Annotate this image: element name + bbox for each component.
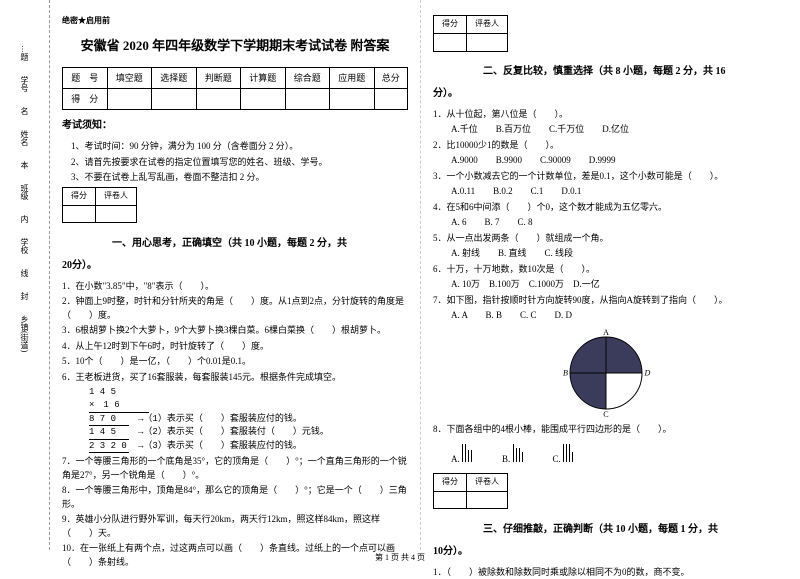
gutter-label: 班级 <box>19 184 30 200</box>
question: 3．6根胡萝卜换2个大萝卜，9个大萝卜换3棵白菜。6棵白菜换（ ）根胡萝卜。 <box>62 324 408 338</box>
grader-label: 评卷人 <box>467 473 508 491</box>
pie-label-a: A <box>603 328 609 337</box>
question: 6．王老板进货，买了16套服装，每套服装145元。根据条件完成填空。 <box>62 371 408 385</box>
gutter-label: 乡镇(街道) <box>19 315 30 352</box>
question: 4．从上午12时到下午6时，时针旋转了（ ）度。 <box>62 340 408 354</box>
notice-item: 2、请首先按要求在试卷的指定位置填写您的姓名、班级、学号。 <box>62 156 408 170</box>
right-column: 得分评卷人 二、反复比较，慎重选择（共 8 小题，每题 2 分，共 16 分）。… <box>421 0 791 550</box>
grader-label: 评卷人 <box>467 16 508 34</box>
exam-title: 安徽省 2020 年四年级数学下学期期末考试试卷 附答案 <box>62 36 408 57</box>
pie-label-b: B <box>563 369 568 378</box>
pie-label-c: C <box>603 410 608 418</box>
options: A. A B. B C. C D. D <box>451 309 779 323</box>
calc-note: →（1）表示买（ ）套服装应付的钱。 <box>138 414 302 424</box>
options: A.0.11 B.0.2 C.1 D.0.1 <box>451 185 779 199</box>
th: 综合题 <box>285 67 330 88</box>
calc-row: 8 7 0 <box>89 413 129 427</box>
question: 1．从十位起，第八位是（ ）。 <box>433 108 779 122</box>
calc-row: × 1 6 <box>89 399 408 412</box>
gutter-label: 学校 <box>19 238 30 254</box>
question: 6．十万，十万地数，数10次是（ ）。 <box>433 263 779 277</box>
th: 应用题 <box>330 67 375 88</box>
question: 3．一个小数减去它的一个计数单位，差是0.1，这个小数可能是（ ）。 <box>433 170 779 184</box>
score-label: 得分 <box>434 16 467 34</box>
gutter-label: 姓名 <box>19 130 30 146</box>
question: 5．从一点出发两条（ ）就组成一个角。 <box>433 232 779 246</box>
table-row: 得 分 <box>63 88 408 109</box>
opt-label: A. <box>451 454 460 464</box>
options: A.千位 B.百万位 C.千万位 D.亿位 <box>451 123 779 137</box>
secret-label: 绝密★启用前 <box>62 15 408 28</box>
question: 1．在小数"3.85"中，"8"表示（ ）。 <box>62 280 408 294</box>
question: 7．一个等腰三角形的一个底角是35°，它的顶角是（ ）°；一个直角三角形的一个锐… <box>62 455 408 482</box>
question: 7．如下图，指针按顺时针方向旋转90度，从指向A旋转到了指向（ ）。 <box>433 294 779 308</box>
gutter-label: 学号 <box>19 76 30 92</box>
section3-title: 三、仔细推敲，正确判断（共 10 小题，每题 1 分，共 <box>483 522 779 538</box>
question: 5．10个（ ）是一亿，（ ）个0.01是0.1。 <box>62 355 408 369</box>
notice-item: 3、不要在试卷上乱写乱画，卷面不整洁扣 2 分。 <box>62 171 408 185</box>
calc-note: →（2）表示买（ ）套服装付（ ）元钱。 <box>138 427 329 437</box>
question: 1．（ ）被除数和除数同时乘或除以相同不为0的数，商不变。 <box>433 566 779 579</box>
gutter-note: 本 <box>19 161 30 169</box>
sticks-icon <box>462 442 472 462</box>
question: 2．钟面上9时整，时针和分针所夹的角是（ ）度。从1点到2点，分针旋转的角度是（… <box>62 295 408 322</box>
calculation-block: 1 4 5 × 1 6 8 7 0 →（1）表示买（ ）套服装应付的钱。 1 4… <box>89 386 408 453</box>
pie-chart-icon: A B C D <box>561 328 651 418</box>
calc-row: 1 4 5 <box>89 426 129 440</box>
th: 填空题 <box>107 67 152 88</box>
pie-label-d: D <box>643 369 650 378</box>
options: A. 6 B. 7 C. 8 <box>451 216 779 230</box>
grader-label: 评卷人 <box>96 187 137 205</box>
question: 8．下面各组中的4根小棒，能围成平行四边形的是（ ）。 <box>433 423 779 437</box>
gutter-label: …题 <box>19 45 30 61</box>
gutter-note: 线 <box>19 269 30 277</box>
question: 8．一个等腰三角形中，顶角是84°，那么它的顶角是（ ）°；它是一个（ ）三角形… <box>62 484 408 511</box>
table-row: 题 号 填空题 选择题 判断题 计算题 综合题 应用题 总分 <box>63 67 408 88</box>
section2-title: 二、反复比较，慎重选择（共 8 小题，每题 2 分，共 16 <box>483 64 779 80</box>
score-entry-box: 得分评卷人 <box>433 473 508 510</box>
th: 判断题 <box>196 67 241 88</box>
gutter-note: 内 <box>19 215 30 223</box>
notice-item: 1、考试时间：90 分钟，满分为 100 分（含卷面分 2 分）。 <box>62 140 408 154</box>
score-table: 题 号 填空题 选择题 判断题 计算题 综合题 应用题 总分 得 分 <box>62 67 408 111</box>
score-entry-box: 得分评卷人 <box>433 15 508 52</box>
options: A. 10万 B.100万 C.1000万 D.一亿 <box>451 278 779 292</box>
section2-title2: 分）。 <box>433 86 779 102</box>
stick-options: A. B. C. <box>451 442 779 466</box>
options: A. 射线 B. 直线 C. 线段 <box>451 247 779 261</box>
section1-title2: 20分）。 <box>62 258 408 274</box>
score-label: 得分 <box>434 473 467 491</box>
page-footer: 第 1 页 共 4 页 <box>0 552 800 563</box>
calc-row: 1 4 5 <box>89 386 408 399</box>
gutter-note: 名 <box>19 107 30 115</box>
score-entry-box: 得分评卷人 <box>62 187 137 224</box>
th: 选择题 <box>152 67 197 88</box>
gutter-note: 封 <box>19 292 30 300</box>
th: 题 号 <box>63 67 108 88</box>
binding-gutter: …题 学号 名 姓名 本 班级 内 学校 线 封 乡镇(街道) <box>0 0 50 550</box>
question: 4．在5和6中间添（ ）个0，这个数才能成为五亿零六。 <box>433 201 779 215</box>
sticks-icon <box>513 442 523 462</box>
opt-label: C. <box>553 454 561 464</box>
th: 计算题 <box>241 67 286 88</box>
options: A.9000 B.9900 C.90009 D.9999 <box>451 154 779 168</box>
sticks-icon <box>563 442 573 462</box>
calc-note: →（3）表示买（ ）套服装应付的钱。 <box>138 441 302 451</box>
th: 总分 <box>374 67 408 88</box>
question: 2．比10000少1的数是（ ）。 <box>433 139 779 153</box>
score-label: 得分 <box>63 187 96 205</box>
section1-title: 一、用心思考，正确填空（共 10 小题，每题 2 分，共 <box>112 236 408 252</box>
notice-title: 考试须知： <box>62 118 408 134</box>
td: 得 分 <box>63 88 108 109</box>
left-column: 绝密★启用前 安徽省 2020 年四年级数学下学期期末考试试卷 附答案 题 号 … <box>50 0 420 550</box>
question: 9．英雄小分队进行野外军训，每天行20km，两天行12km，照这样84km，照这… <box>62 513 408 540</box>
opt-label: B. <box>502 454 510 464</box>
calc-row: 2 3 2 0 <box>89 440 129 454</box>
